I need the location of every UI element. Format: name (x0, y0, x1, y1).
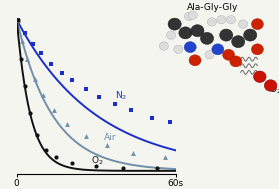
Circle shape (232, 36, 245, 48)
Text: O$_2$: O$_2$ (269, 84, 279, 96)
Circle shape (227, 15, 235, 24)
Circle shape (244, 29, 257, 41)
Circle shape (200, 32, 214, 44)
Circle shape (179, 27, 192, 39)
Circle shape (207, 18, 217, 26)
Circle shape (191, 25, 204, 37)
Circle shape (184, 12, 194, 21)
Circle shape (251, 44, 263, 55)
Circle shape (184, 42, 196, 53)
Circle shape (189, 55, 201, 66)
Circle shape (205, 51, 214, 59)
Circle shape (217, 15, 226, 24)
Circle shape (223, 49, 235, 60)
Circle shape (159, 42, 169, 50)
Circle shape (168, 18, 181, 30)
Circle shape (251, 19, 263, 30)
Text: Air: Air (104, 133, 117, 142)
Circle shape (174, 45, 183, 53)
Circle shape (167, 31, 175, 39)
Circle shape (188, 11, 197, 19)
Circle shape (239, 20, 247, 28)
Circle shape (254, 71, 266, 82)
Text: Ala-Gly-Gly: Ala-Gly-Gly (187, 3, 239, 12)
Text: N$_2$: N$_2$ (115, 89, 127, 101)
Circle shape (212, 44, 224, 55)
Circle shape (230, 56, 242, 67)
Circle shape (264, 80, 277, 91)
Circle shape (220, 29, 233, 41)
Text: O$_2$: O$_2$ (91, 154, 104, 167)
